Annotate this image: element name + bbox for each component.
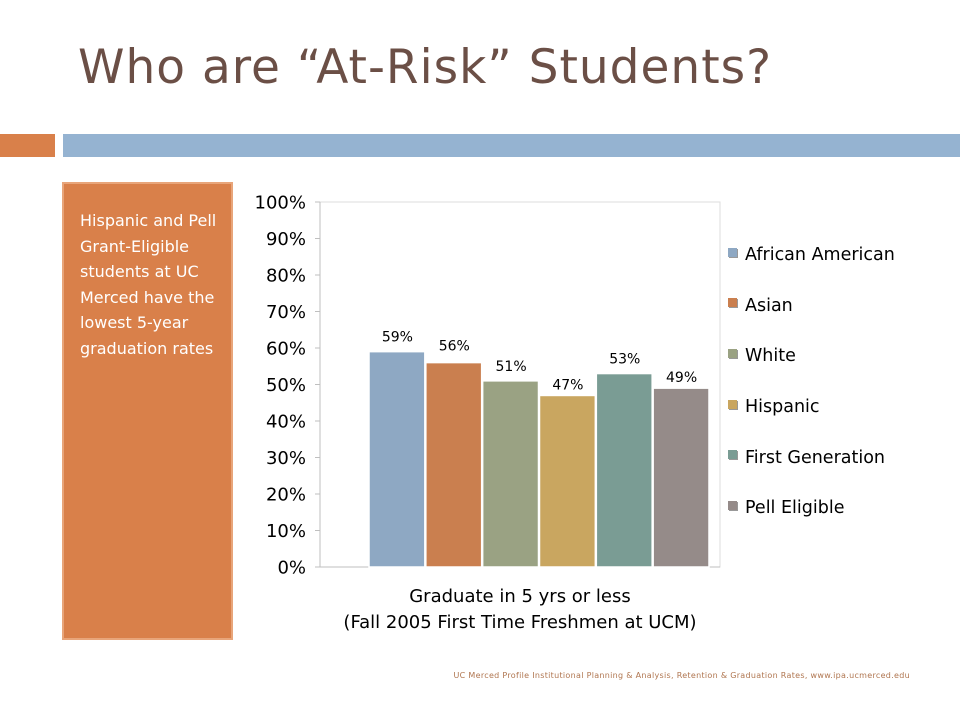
legend-swatch	[728, 247, 737, 257]
chart: 0% 10% 20% 30% 40% 50% 60% 70% 80% 90% 100% 59% 56% 5…	[236, 180, 926, 650]
title-rule-bar	[63, 134, 960, 157]
bar-chart-svg: 0% 10% 20% 30% 40% 50% 60% 70% 80% 90% 100% 59% 56% 5…	[255, 193, 721, 633]
legend-swatch	[728, 348, 737, 358]
bar	[368, 350, 426, 568]
bar	[652, 387, 710, 568]
legend-swatch	[728, 399, 737, 409]
bar	[595, 372, 653, 568]
bar	[425, 361, 483, 568]
chart-legend: African American Asian White Hispanic First …	[728, 230, 923, 534]
bar-data-label: 47%	[552, 377, 583, 393]
legend-label: African American	[745, 245, 895, 266]
source-citation: UC Merced Profile Institutional Planning…	[453, 671, 910, 680]
y-tick-label: 20%	[266, 485, 306, 506]
legend-item: Asian	[728, 281, 923, 332]
slide-title: Who are “At-Risk” Students?	[78, 40, 773, 95]
y-tick-label: 70%	[266, 302, 306, 323]
legend-swatch	[728, 500, 737, 510]
bar	[538, 394, 597, 568]
y-tick-label: 100%	[255, 193, 306, 214]
legend-label: White	[745, 346, 796, 367]
legend-item: Hispanic	[728, 382, 923, 433]
legend-label: Asian	[745, 295, 793, 316]
legend-swatch	[728, 298, 737, 308]
bar-data-label: 56%	[439, 339, 470, 355]
y-tick-label: 0%	[277, 558, 306, 579]
x-axis-label: Graduate in 5 yrs or less	[409, 586, 631, 607]
side-callout: Hispanic and Pell Grant-Eligible student…	[62, 182, 233, 640]
bar	[481, 380, 540, 568]
bar-data-label: 53%	[609, 352, 640, 368]
side-callout-text: Hispanic and Pell Grant-Eligible student…	[80, 211, 217, 358]
bar-data-label: 51%	[496, 359, 527, 375]
x-axis-label-line2: (Fall 2005 First Time Freshmen at UCM)	[343, 612, 696, 633]
y-tick-label: 30%	[266, 448, 306, 469]
y-tick-label: 50%	[266, 375, 306, 396]
legend-label: Pell Eligible	[745, 498, 845, 519]
bar-data-label: 49%	[666, 370, 697, 386]
y-tick-label: 40%	[266, 412, 306, 433]
legend-item: White	[728, 331, 923, 382]
bar-data-label: 59%	[382, 330, 413, 346]
legend-swatch	[728, 450, 737, 460]
legend-label: First Generation	[745, 447, 886, 468]
y-tick-label: 60%	[266, 339, 306, 360]
legend-label: Hispanic	[745, 397, 820, 418]
legend-item: First Generation	[728, 432, 923, 483]
title-rule-accent	[0, 134, 55, 157]
legend-item: Pell Eligible	[728, 483, 923, 534]
y-tick-label: 90%	[266, 229, 306, 250]
y-tick-label: 80%	[266, 266, 306, 287]
y-tick-label: 10%	[266, 521, 306, 542]
legend-item: African American	[728, 230, 923, 281]
